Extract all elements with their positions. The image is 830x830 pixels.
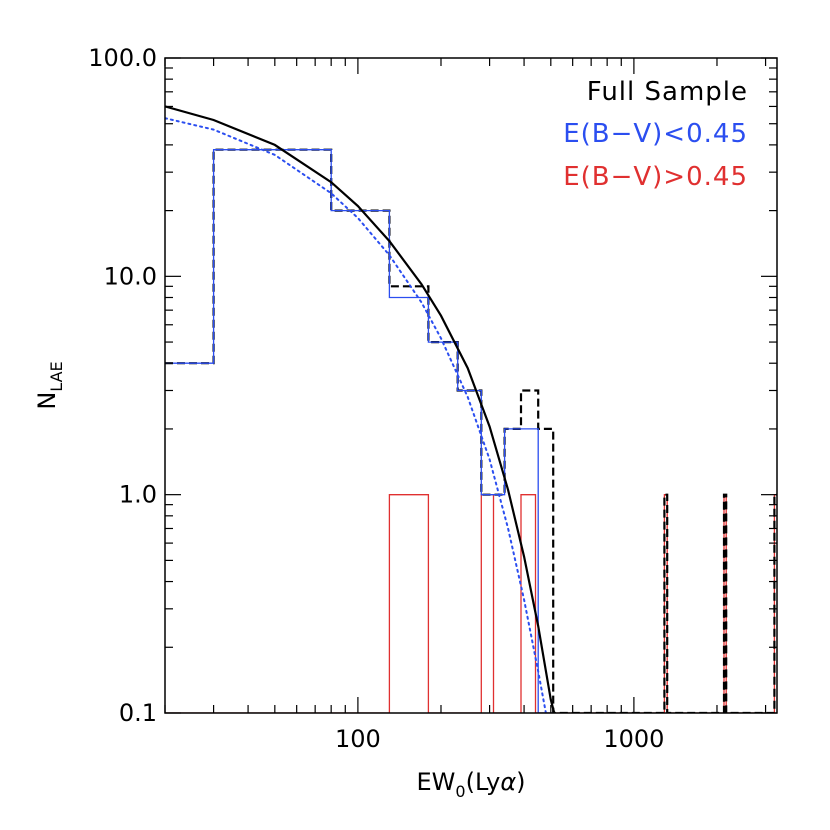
fit-curve-dotted xyxy=(165,117,547,713)
legend-entry-low-extinction: E(B−V)<0.45 xyxy=(563,119,748,149)
histogram-series-2 xyxy=(165,494,777,713)
legend-entry-high-extinction: E(B−V)>0.45 xyxy=(563,162,748,192)
axis-ticks xyxy=(164,57,777,714)
y-tick-label: 0.1 xyxy=(119,699,157,727)
legend: Full Sample E(B−V)<0.45 E(B−V)>0.45 xyxy=(563,77,748,192)
y-tick-label: 10.0 xyxy=(104,262,157,290)
plot-content xyxy=(165,105,777,713)
y-tick-label: 100.0 xyxy=(88,44,157,72)
tick-labels: 100 1000 0.1 1.0 10.0 100.0 xyxy=(88,44,664,753)
histogram-series-1 xyxy=(165,149,554,713)
histogram-series-0 xyxy=(165,148,777,713)
plot-frame xyxy=(164,57,778,714)
y-tick-label: 1.0 xyxy=(119,481,157,509)
legend-entry-full-sample: Full Sample xyxy=(587,77,748,107)
fit-curve-solid xyxy=(165,105,556,713)
y-axis-title: NLAE xyxy=(33,361,66,409)
x-tick-label: 1000 xyxy=(603,725,664,753)
x-tick-label: 100 xyxy=(335,725,381,753)
x-axis-title: EW0(Lyα) xyxy=(416,768,525,801)
